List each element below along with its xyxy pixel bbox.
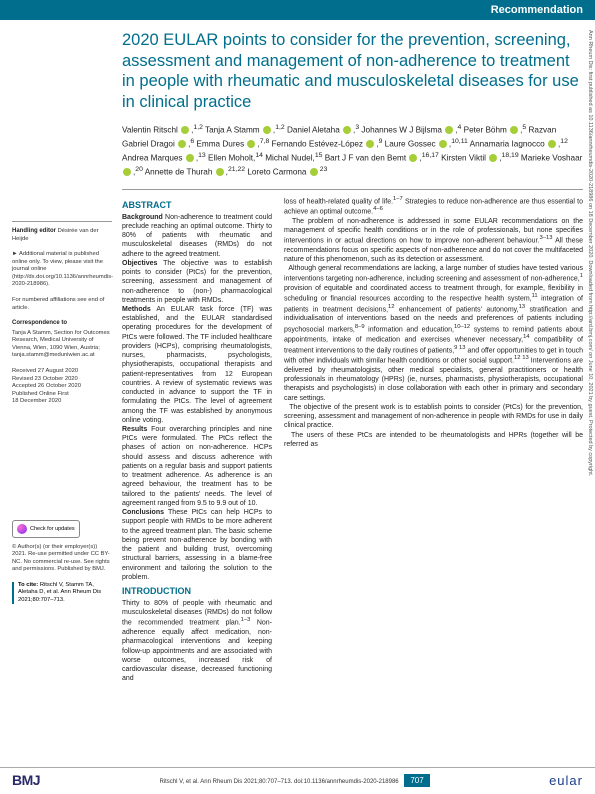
author-list: Valentin Ritschl ,1,2 Tanja A Stamm ,1,2…: [122, 123, 583, 179]
bmj-logo: BMJ: [12, 772, 40, 788]
body-columns: ABSTRACT Background Non-adherence to tre…: [122, 196, 583, 684]
page-number: 707: [404, 774, 429, 787]
handling-editor: Handling editor Désirée van der Heijde: [12, 228, 112, 243]
intro-right: loss of health-related quality of life.1…: [284, 196, 583, 449]
main-content: Handling editor Désirée van der Heijde ►…: [0, 20, 595, 683]
article-title: 2020 EULAR points to consider for the pr…: [122, 30, 583, 113]
eular-logo: eular: [549, 773, 583, 788]
category-banner: Recommendation: [0, 0, 595, 20]
citation-box: To cite: Ritschl V, Stamm TA, Aletaha D,…: [12, 582, 112, 605]
footer-citation: Ritschl V, et al. Ann Rheum Dis 2021;80:…: [159, 776, 429, 785]
download-note: Ann Rheum Dis: first published as 10.113…: [587, 30, 593, 750]
intro-left: Thirty to 80% of people with rheumatic a…: [122, 599, 272, 683]
sidebar: Handling editor Désirée van der Heijde ►…: [12, 30, 112, 683]
check-updates-button[interactable]: Check for updates: [12, 520, 80, 538]
correspondence: Correspondence to Tanja A Stamm, Section…: [12, 320, 112, 360]
copyright: © Author(s) (or their employer(s)) 2021.…: [12, 544, 112, 574]
footer: BMJ Ritschl V, et al. Ann Rheum Dis 2021…: [0, 767, 595, 794]
supplemental-note: ► Additional material is published onlin…: [12, 251, 112, 289]
dates: Received 27 August 2020 Revised 23 Octob…: [12, 368, 112, 406]
abstract-body: Background Non-adherence to treatment co…: [122, 213, 272, 582]
introduction-heading: INTRODUCTION: [122, 586, 272, 596]
affiliations-note: For numbered affiliations see end of art…: [12, 297, 112, 312]
abstract-heading: ABSTRACT: [122, 200, 272, 210]
crossmark-icon: [17, 524, 27, 534]
check-updates-label: Check for updates: [30, 526, 75, 532]
